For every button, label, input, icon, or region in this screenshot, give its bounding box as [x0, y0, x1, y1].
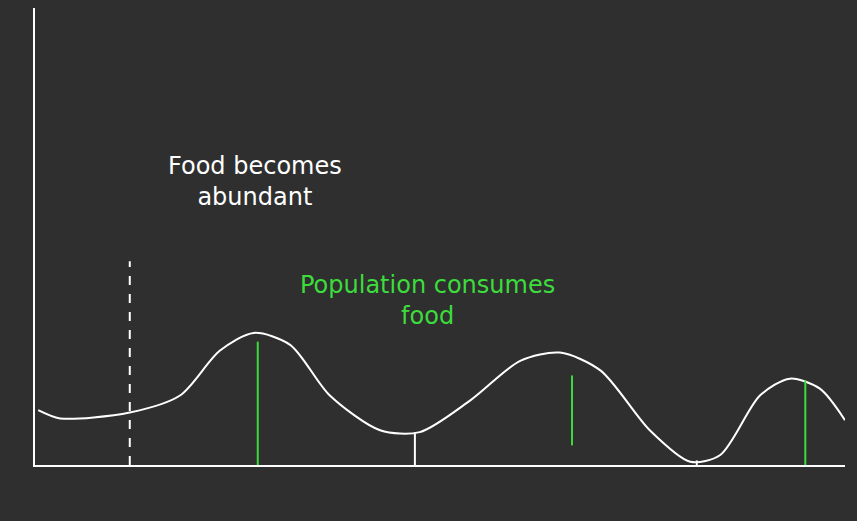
svg-text:Population consumesfood: Population consumesfood	[300, 271, 555, 330]
svg-text:Food becomesabundant: Food becomesabundant	[168, 152, 342, 211]
